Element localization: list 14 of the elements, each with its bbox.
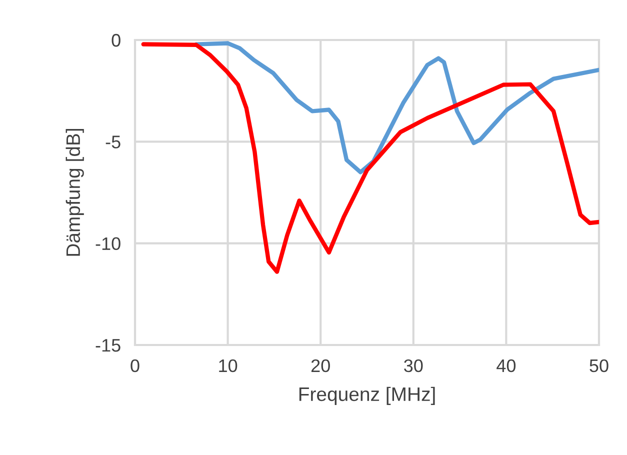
x-tick-label: 50 (590, 359, 608, 372)
x-tick-label: 0 (130, 359, 140, 372)
x-tick-label: 10 (219, 359, 238, 372)
y-tick-label: -10 (96, 237, 120, 250)
y-tick-label: -15 (96, 339, 120, 352)
line-series (141, 42, 599, 274)
line-series (194, 41, 599, 174)
x-tick-label: 30 (404, 359, 423, 372)
y-tick-label: 0 (112, 34, 120, 47)
y-axis-title: Dämpfung [dB] (66, 129, 84, 256)
x-tick-label: 20 (311, 359, 330, 372)
x-tick-label: 40 (496, 359, 516, 372)
x-axis-title: Frequenz [MHz] (299, 386, 435, 405)
y-tick-label: -5 (106, 136, 120, 148)
